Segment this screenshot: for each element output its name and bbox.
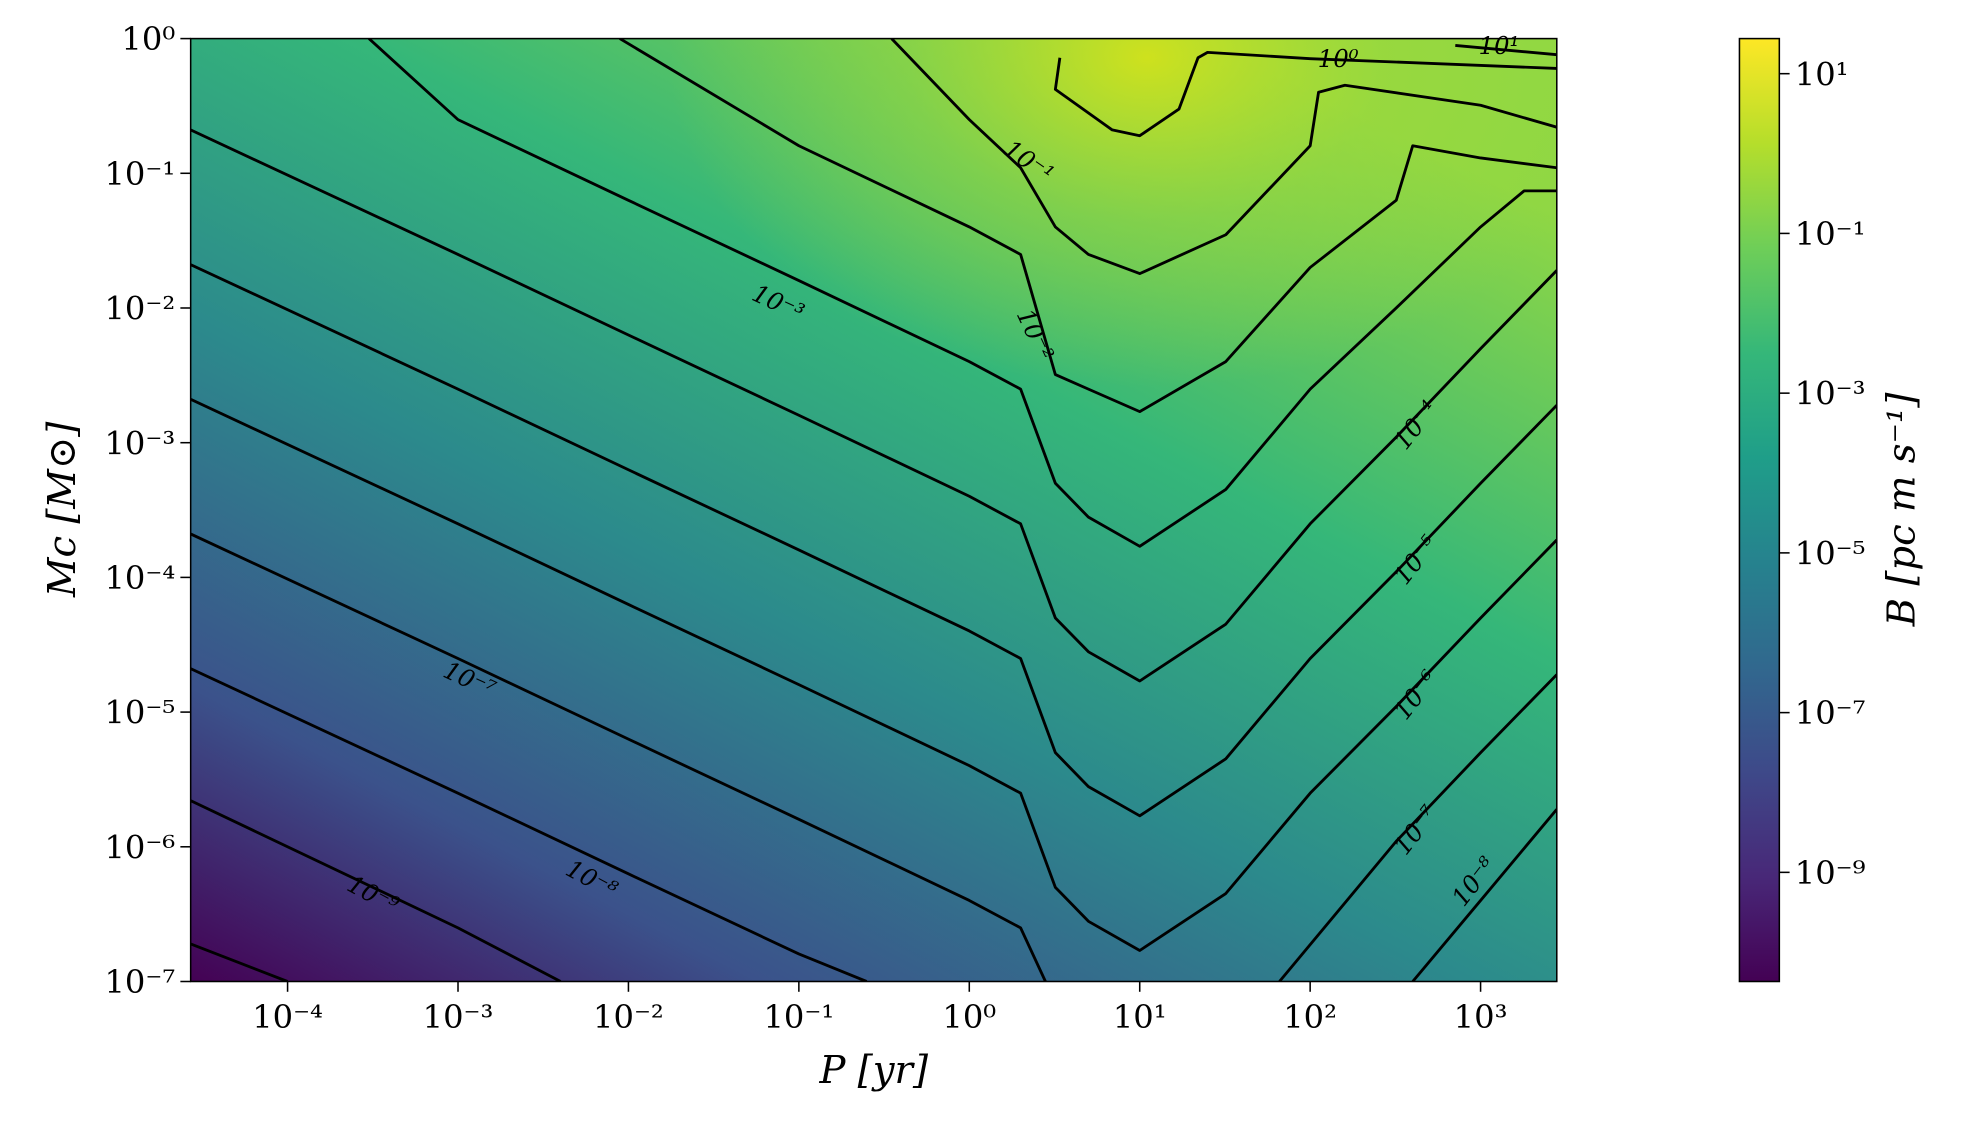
contour-line [190, 799, 562, 982]
heatmap-highlight [190, 38, 1557, 982]
colorbar-label: B [pc m s⁻¹] [1879, 392, 1924, 628]
contour-line [619, 38, 1557, 414]
y-axis-label: Mc [M⊙] [40, 421, 85, 598]
x-tick-label: 10⁻⁴ [252, 998, 323, 1036]
x-tick-label: 10⁻¹ [763, 998, 834, 1036]
x-tick-label: 10² [1283, 998, 1337, 1036]
y-tick-label: 10⁻³ [104, 424, 175, 462]
contour-line [190, 398, 1557, 952]
contour-line [890, 38, 1557, 276]
x-tick-label: 10⁻² [593, 998, 664, 1036]
contours [190, 38, 1557, 982]
colorbar-tick-label: 10⁻¹ [1795, 215, 1866, 253]
contour-line [190, 128, 1557, 683]
contour-line [190, 942, 289, 982]
x-axis-label: P [yr] [818, 1048, 929, 1093]
y-tick-label: 10⁻² [104, 290, 175, 328]
colorbar-tick-label: 10⁻⁵ [1795, 534, 1866, 572]
contour-line [368, 38, 1557, 548]
x-tick-label: 10³ [1454, 998, 1508, 1036]
contour-label: 10¹ [1478, 31, 1519, 60]
y-tick-label: 10⁻⁶ [104, 828, 175, 866]
x-tick-label: 10⁻³ [423, 998, 494, 1036]
contour-line [1455, 43, 1557, 57]
contour-label: 10⁰ [1318, 44, 1359, 73]
plot-area [190, 38, 1557, 982]
x-tick-label: 10¹ [1113, 998, 1167, 1036]
y-tick-label: 10⁻⁵ [104, 694, 175, 732]
contour-line [1053, 50, 1557, 138]
plot-frame [189, 37, 1558, 983]
contour-line [190, 532, 1557, 982]
colorbar [1738, 37, 1781, 983]
colorbar-tick-label: 10⁻⁹ [1795, 854, 1866, 892]
colorbar-tick-label: 10⁻³ [1795, 375, 1866, 413]
y-tick-label: 10⁻⁴ [104, 559, 175, 597]
contour-line [190, 667, 1557, 982]
contour-line [190, 263, 1557, 818]
colorbar-tick-label: 10¹ [1795, 55, 1849, 93]
y-tick-label: 10⁻⁷ [104, 963, 175, 1001]
y-tick-label: 10⁰ [121, 20, 175, 58]
x-tick-label: 10⁰ [942, 998, 996, 1036]
colorbar-tick-label: 10⁻⁷ [1795, 694, 1866, 732]
y-tick-label: 10⁻¹ [104, 155, 175, 193]
